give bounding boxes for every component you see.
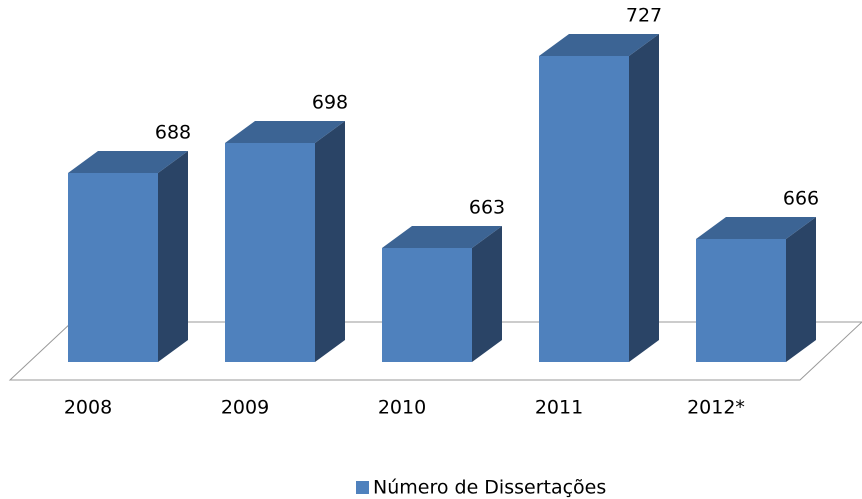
bar <box>68 173 158 362</box>
bar-top <box>696 217 816 239</box>
value-label: 663 <box>469 197 505 219</box>
x-tick-label: 2009 <box>221 397 269 419</box>
x-tick-label: 2012* <box>687 397 745 419</box>
bar <box>225 143 315 362</box>
value-label: 727 <box>626 5 662 27</box>
legend-label: Número de Dissertações <box>373 477 606 499</box>
x-tick-label: 2011 <box>535 397 583 419</box>
bar <box>382 248 472 362</box>
bar-side <box>472 226 502 362</box>
bar-side <box>629 34 659 362</box>
bar <box>696 239 786 362</box>
x-tick-label: 2008 <box>64 397 112 419</box>
value-label: 688 <box>155 122 191 144</box>
value-label: 698 <box>312 92 348 114</box>
bar-top <box>225 121 345 143</box>
bar-top <box>68 151 188 173</box>
value-label: 666 <box>783 188 819 210</box>
bar-side <box>786 217 816 362</box>
legend-swatch <box>356 481 369 494</box>
bar-top <box>382 226 502 248</box>
bar <box>539 56 629 362</box>
bar-side <box>158 151 188 362</box>
bar-top <box>539 34 659 56</box>
bar-side <box>315 121 345 362</box>
x-tick-label: 2010 <box>378 397 426 419</box>
